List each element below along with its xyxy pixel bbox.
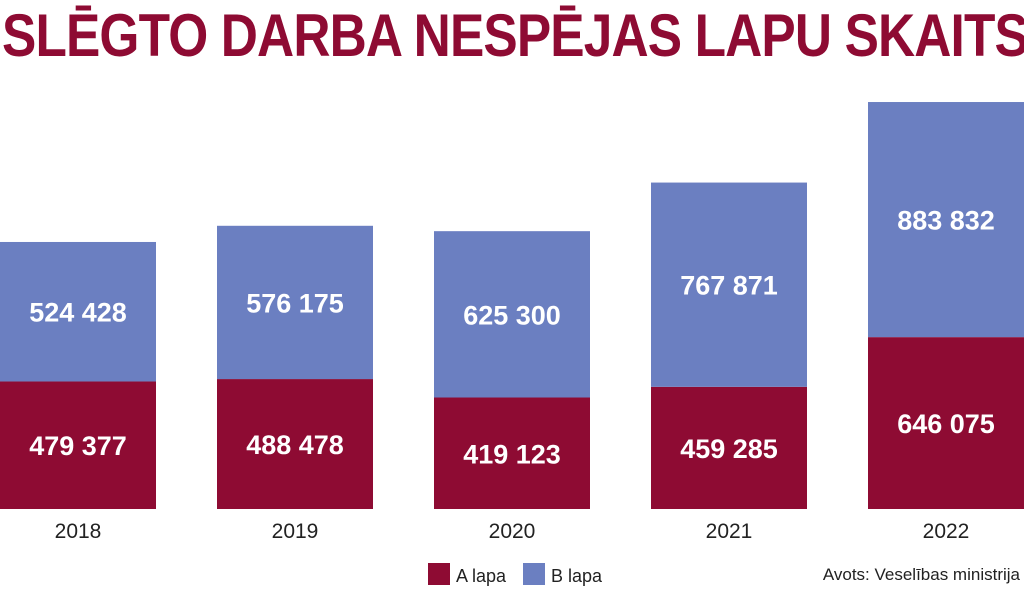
value-label-2019-a: 488 478 [246,430,344,460]
bar-segment-2022-b [868,102,1024,338]
legend-swatch-a [428,563,450,585]
bar-segment-2020-a [434,397,590,509]
bar-segment-2018-a [0,381,156,509]
value-labels-layer: 479 377 524 428 488 478 576 175 419 123 625 3… [29,206,995,470]
bar-segment-2021-b [651,182,807,387]
x-tick-2018: 2018 [55,520,102,543]
value-label-2021-b: 767 871 [680,271,778,301]
legend-label-a: A lapa [456,566,507,586]
legend: A lapa B lapa [428,563,603,586]
chart-title: SLĒGTO DARBA NESPĒJAS LAPU SKAITS [2,2,1024,69]
value-label-2020-a: 419 123 [463,439,561,469]
bar-segment-2020-b [434,231,590,398]
value-label-2021-a: 459 285 [680,434,778,464]
legend-swatch-b [523,563,545,585]
source-note: Avots: Veselības ministrija [822,565,1020,584]
bar-segment-2019-b [217,225,373,380]
x-tick-2019: 2019 [272,520,319,543]
bar-segment-2018-b [0,241,156,382]
value-label-2018-a: 479 377 [29,431,127,461]
value-label-2018-b: 524 428 [29,298,127,328]
value-label-2020-b: 625 300 [463,300,561,330]
x-tick-2020: 2020 [489,520,536,543]
x-tick-2021: 2021 [706,520,753,543]
bar-segment-2021-a [651,386,807,509]
x-tick-2022: 2022 [923,520,970,543]
x-tick-labels: 2018 2019 2020 2021 2022 [55,520,970,543]
value-label-2022-a: 646 075 [897,409,995,439]
value-label-2019-b: 576 175 [246,288,344,318]
bars-layer [0,102,1024,509]
bar-segment-2022-a [868,337,1024,509]
legend-label-b: B lapa [551,566,603,586]
bar-segment-2019-a [217,379,373,509]
value-label-2022-b: 883 832 [897,206,995,236]
